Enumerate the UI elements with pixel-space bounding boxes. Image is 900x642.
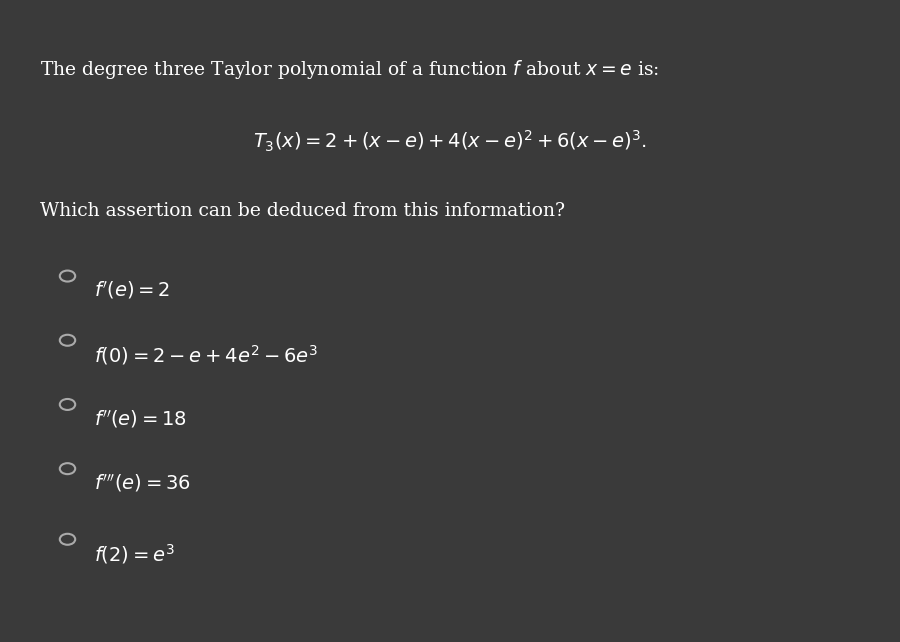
Text: $f(2) = e^3$: $f(2) = e^3$ [94,542,176,566]
Text: The degree three Taylor polynomial of a function $f$ about $x = e$ is:: The degree three Taylor polynomial of a … [40,58,660,81]
Text: $T_3(x) = 2 + (x - e) + 4(x - e)^2 + 6(x - e)^3.$: $T_3(x) = 2 + (x - e) + 4(x - e)^2 + 6(x… [253,128,647,153]
Text: $f(0) = 2 - e + 4e^2 - 6e^3$: $f(0) = 2 - e + 4e^2 - 6e^3$ [94,343,319,367]
Text: $f'(e) = 2$: $f'(e) = 2$ [94,279,171,301]
Text: $f'''(e) = 36$: $f'''(e) = 36$ [94,472,192,494]
Text: Which assertion can be deduced from this information?: Which assertion can be deduced from this… [40,202,565,220]
Text: $f''(e) = 18$: $f''(e) = 18$ [94,408,187,429]
